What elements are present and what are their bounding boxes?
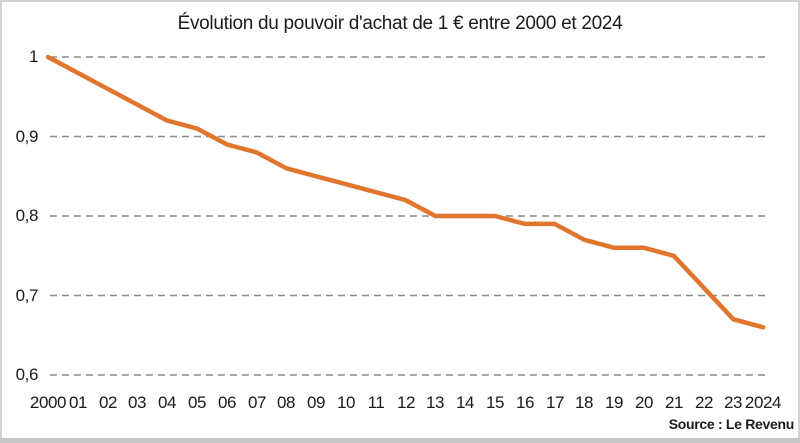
x-tick-label: 06 [217,393,237,412]
data-line-pouvoir-achat [45,54,766,330]
x-tick-label: 20 [634,393,654,412]
x-tick-label: 14 [455,393,475,412]
x-tick-label: 15 [485,393,505,412]
x-tick-label: 16 [515,393,535,412]
x-tick-label: 2000 [29,393,67,412]
x-tick-label: 04 [157,393,177,412]
x-tick-label: 05 [187,393,207,412]
source-credit: Source : Le Revenu [668,416,795,432]
x-tick-label: 23 [723,393,743,412]
x-tick-label: 19 [604,393,624,412]
y-tick-label: 0,6 [15,365,39,384]
x-tick-label: 13 [425,393,445,412]
x-tick-label: 12 [396,393,416,412]
x-tick-label: 10 [336,393,356,412]
x-tick-label: 09 [306,393,326,412]
x-tick-label: 08 [276,393,296,412]
bottom-border-bar [0,438,800,443]
x-tick-label: 17 [545,393,565,412]
chart-title: Évolution du pouvoir d'achat de 1 € entr… [177,13,623,34]
x-tick-label: 18 [574,393,594,412]
x-tick-label: 11 [367,393,385,412]
y-tick-label: 1 [28,47,38,66]
y-tick-label: 0,8 [15,206,39,225]
x-tick-label: 07 [247,393,267,412]
x-tick-label: 2024 [744,393,782,412]
x-tick-label: 01 [68,393,88,412]
x-tick-label: 21 [664,393,684,412]
y-tick-label: 0,7 [15,286,39,305]
x-tick-label: 03 [127,393,147,412]
y-tick-label: 0,9 [15,127,39,146]
x-tick-label: 02 [98,393,118,412]
x-tick-label: 22 [694,393,714,412]
